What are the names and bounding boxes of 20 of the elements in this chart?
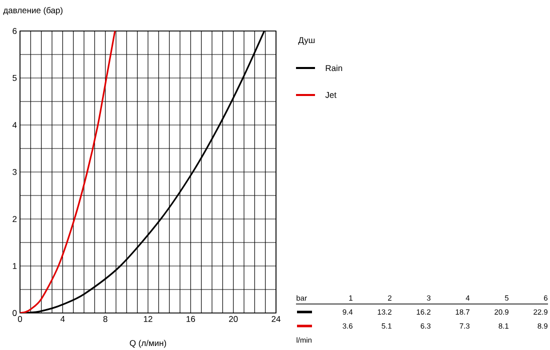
y-tick-label: 3 — [12, 169, 17, 175]
x-tick-label: 12 — [144, 316, 152, 322]
x-tick-label: 8 — [103, 316, 108, 322]
x-tick-label: 20 — [229, 316, 238, 322]
legend-label: Rain — [326, 64, 342, 72]
y-tick-label: 0 — [12, 310, 17, 316]
x-tick-label: 0 — [18, 316, 22, 322]
y-tick-label: 1 — [12, 263, 17, 269]
y-tick-label: 2 — [12, 216, 17, 222]
line-series — [20, 31, 116, 313]
y-axis-title: давление (бар) — [3, 7, 62, 15]
x-tick-label: 16 — [186, 316, 196, 322]
y-tick-label: 6 — [12, 28, 17, 34]
y-tick-label: 5 — [12, 75, 17, 81]
legend-label: Jet — [325, 92, 336, 98]
legend-title: Душ — [298, 37, 315, 45]
x-tick-label: 4 — [60, 316, 65, 322]
y-tick-label: 4 — [12, 122, 17, 128]
x-axis-title: Q (л/мин) — [130, 340, 166, 348]
x-tick-label: 24 — [272, 316, 280, 322]
